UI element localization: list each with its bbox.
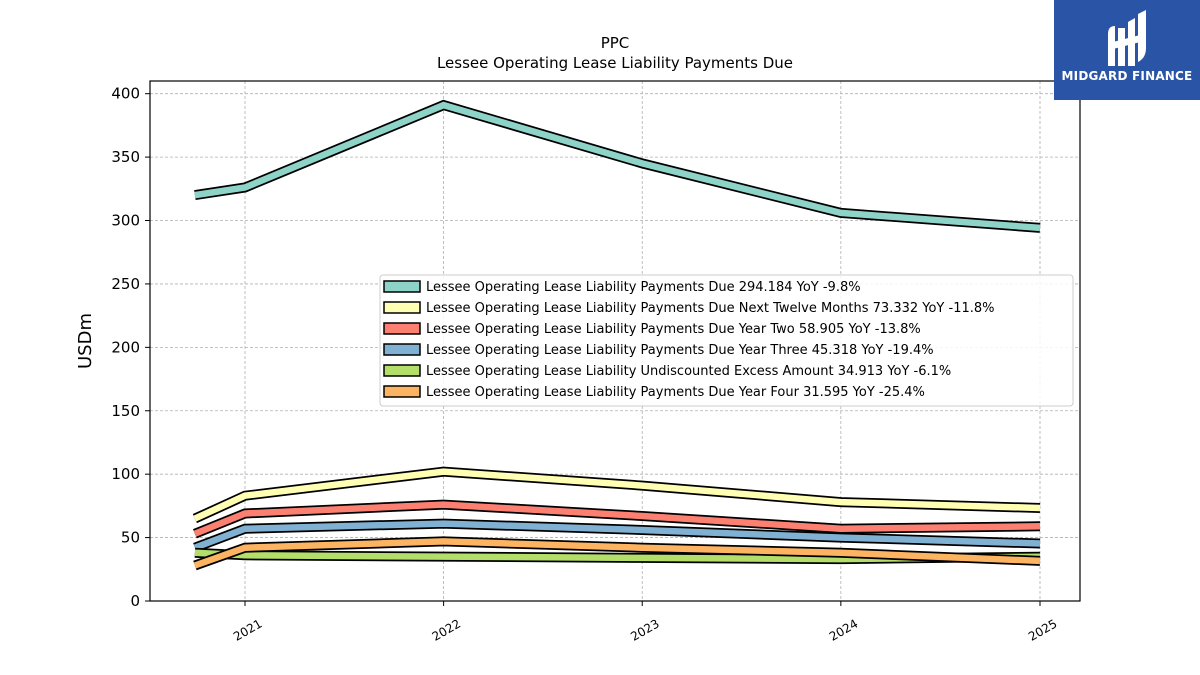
y-tick-label: 50 <box>121 529 140 547</box>
series-line <box>192 466 1041 524</box>
y-tick-label: 200 <box>111 338 140 356</box>
legend-swatch <box>383 322 421 335</box>
series-line-fill <box>193 520 1041 551</box>
y-tick-label: 300 <box>111 212 140 230</box>
series-line-fill <box>193 538 1041 569</box>
y-tick-label: 400 <box>111 85 140 103</box>
series-lines <box>192 99 1041 571</box>
legend-swatch <box>383 301 421 314</box>
series-line <box>194 99 1041 233</box>
legend-swatch <box>383 280 421 293</box>
legend-item: Lessee Operating Lease Liability Payment… <box>383 385 925 400</box>
legend-label: Lessee Operating Lease Liability Payment… <box>426 322 921 337</box>
legend-item: Lessee Operating Lease Liability Payment… <box>383 301 995 316</box>
x-tick-label: 2021 <box>231 616 264 643</box>
chart-subtitle: Lessee Operating Lease Liability Payment… <box>437 54 793 72</box>
y-tick-label: 100 <box>111 465 140 483</box>
y-axis-label: USDm <box>75 313 96 369</box>
series-line-fill <box>194 101 1041 232</box>
series-line-fill <box>193 501 1041 537</box>
chart-title: PPC <box>601 34 630 52</box>
y-tick-label: 150 <box>111 402 140 420</box>
y-tick-label: 0 <box>130 592 140 610</box>
legend-box <box>379 274 1074 407</box>
legend-swatch <box>383 364 421 377</box>
x-tick-label: 2023 <box>628 616 661 643</box>
x-tick-label: 2022 <box>430 616 463 643</box>
series-line <box>193 499 1041 539</box>
legend-item: Lessee Operating Lease Liability Payment… <box>383 322 921 337</box>
x-axis: 2021 2022 2023 2024 2025 <box>231 601 1060 644</box>
brand-name: MIDGARD FINANCE <box>1061 69 1193 83</box>
legend-label: Lessee Operating Lease Liability Payment… <box>426 343 934 358</box>
x-tick-label: 2024 <box>827 616 860 643</box>
series-line-fill <box>193 468 1041 522</box>
brand-logo: MIDGARD FINANCE <box>1054 0 1200 100</box>
legend-label: Lessee Operating Lease Liability Undisco… <box>426 364 951 379</box>
legend-item: Lessee Operating Lease Liability Undisco… <box>383 364 951 379</box>
legend-swatch <box>383 343 421 356</box>
legend-swatch <box>383 385 421 398</box>
plot-frame <box>149 80 1081 602</box>
legend-item: Lessee Operating Lease Liability Payment… <box>383 280 861 295</box>
y-tick-label: 350 <box>111 148 140 166</box>
series-line <box>193 518 1041 553</box>
y-tick-label: 250 <box>111 275 140 293</box>
legend-label: Lessee Operating Lease Liability Payment… <box>426 385 925 400</box>
legend-item: Lessee Operating Lease Liability Payment… <box>383 343 934 358</box>
legend-label: Lessee Operating Lease Liability Payment… <box>426 301 995 316</box>
series-line <box>193 536 1041 571</box>
y-axis: 0 50 100 150 200 250 300 350 400 <box>111 85 150 610</box>
legend: Lessee Operating Lease Liability Payment… <box>379 274 1074 407</box>
series-line-outline <box>194 99 1041 233</box>
legend-label: Lessee Operating Lease Liability Payment… <box>426 280 861 295</box>
x-tick-label: 2025 <box>1026 616 1059 643</box>
midgard-logo-icon <box>1108 10 1146 66</box>
